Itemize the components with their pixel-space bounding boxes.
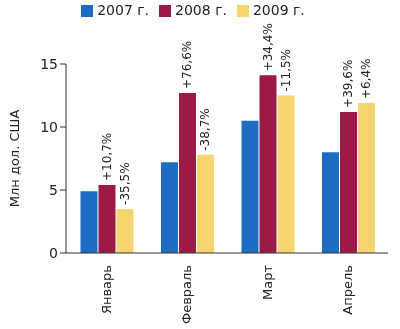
svg-text:5: 5 xyxy=(49,182,58,198)
svg-text:15: 15 xyxy=(40,56,58,72)
svg-text:0: 0 xyxy=(49,245,58,261)
svg-text:Февраль: Февраль xyxy=(179,265,194,324)
svg-text:+10,7%: +10,7% xyxy=(100,133,114,181)
svg-text:Январь: Январь xyxy=(99,265,114,314)
html-text:2008 г.: 2008 г. xyxy=(175,2,227,18)
svg-text:-38,7%: -38,7% xyxy=(198,108,212,150)
svg-text:Апрель: Апрель xyxy=(340,265,355,315)
svg-text:Март: Март xyxy=(260,265,275,300)
svg-text:+34,4%: +34,4% xyxy=(261,23,275,71)
svg-text:10: 10 xyxy=(40,119,58,135)
svg-text:Млн дол. США: Млн дол. США xyxy=(8,110,22,208)
html-text:2009 г.: 2009 г. xyxy=(252,2,305,18)
svg-text:+39,6%: +39,6% xyxy=(341,60,355,108)
svg-text:+76,6%: +76,6% xyxy=(180,41,194,89)
svg-text:-11,5%: -11,5% xyxy=(279,49,293,91)
svg-text:-35,5%: -35,5% xyxy=(118,162,132,204)
html-text:2007 г.: 2007 г. xyxy=(97,2,149,18)
svg-text:+6,4%: +6,4% xyxy=(359,59,373,100)
